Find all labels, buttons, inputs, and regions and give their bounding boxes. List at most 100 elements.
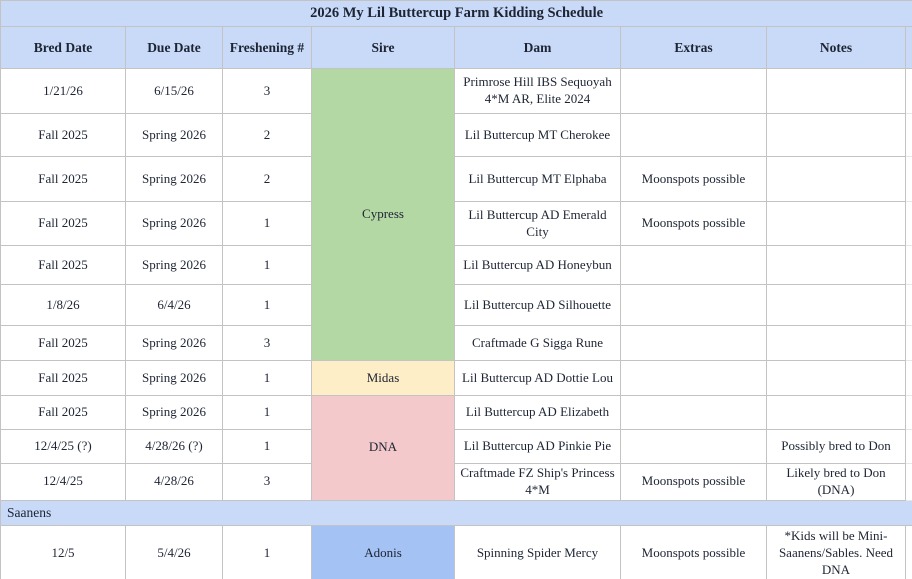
cell-dam: Lil Buttercup MT Elphaba [454, 156, 621, 202]
sliver-cell [904, 201, 912, 246]
cell-bred-date: 12/5 [0, 524, 126, 579]
cell-notes [766, 245, 906, 285]
cell-freshening: 2 [222, 113, 312, 157]
cell-freshening: 1 [222, 284, 312, 326]
cell-bred-date: Fall 2025 [0, 245, 126, 285]
cell-due-date: Spring 2026 [125, 245, 223, 285]
table-row: Fall 2025 Spring 2026 2 Lil Buttercup MT… [0, 113, 912, 157]
cell-freshening: 1 [222, 524, 312, 579]
cell-sire-midas: Midas [311, 360, 455, 396]
cell-dam: Lil Buttercup AD Emerald City [454, 201, 621, 246]
cell-notes [766, 113, 906, 157]
cell-notes [766, 201, 906, 246]
cell-extras: Moonspots possible [620, 156, 767, 202]
sliver-cell [904, 325, 912, 361]
cell-sire-cypress: Cypress [311, 68, 455, 361]
section-header-saanens: Saanens [0, 499, 912, 526]
section-row-saanens: Saanens [0, 499, 912, 526]
cell-freshening: 3 [222, 68, 312, 114]
cell-bred-date: Fall 2025 [0, 325, 126, 361]
table-row: Fall 2025 Spring 2026 1 Lil Buttercup AD… [0, 201, 912, 246]
table-row: Fall 2025 Spring 2026 2 Lil Buttercup MT… [0, 156, 912, 202]
cell-dam: Spinning Spider Mercy [454, 524, 621, 579]
cell-due-date: 4/28/26 [125, 463, 223, 501]
sliver-cell [904, 68, 912, 114]
cell-due-date: Spring 2026 [125, 360, 223, 396]
cell-bred-date: 12/4/25 (?) [0, 429, 126, 464]
cell-bred-date: Fall 2025 [0, 360, 126, 396]
table-row: 1/8/26 6/4/26 1 Lil Buttercup AD Silhoue… [0, 284, 912, 326]
column-header-extras: Extras [620, 26, 767, 69]
cell-freshening: 1 [222, 360, 312, 396]
cell-due-date: Spring 2026 [125, 201, 223, 246]
cell-notes: Possibly bred to Don [766, 429, 906, 464]
cell-bred-date: 1/8/26 [0, 284, 126, 326]
cell-extras [620, 113, 767, 157]
cell-due-date: Spring 2026 [125, 156, 223, 202]
cell-extras [620, 360, 767, 396]
cell-bred-date: Fall 2025 [0, 201, 126, 246]
cell-due-date: 5/4/26 [125, 524, 223, 579]
table-row: Fall 2025 Spring 2026 1 Midas Lil Butter… [0, 360, 912, 396]
table-row: Fall 2025 Spring 2026 1 DNA Lil Buttercu… [0, 395, 912, 501]
cell-dam: Lil Buttercup AD Elizabeth [454, 395, 621, 430]
header-row: Bred Date Due Date Freshening # Sire Dam… [0, 26, 912, 69]
cell-due-date: 6/15/26 [125, 68, 223, 114]
cell-freshening: 3 [222, 325, 312, 361]
cell-due-date: 4/28/26 (?) [125, 429, 223, 464]
cell-dam: Craftmade FZ Ship's Princess 4*M [454, 463, 621, 501]
cell-dam: Lil Buttercup AD Silhouette [454, 284, 621, 326]
cell-dam: Lil Buttercup AD Honeybun [454, 245, 621, 285]
cell-extras [620, 245, 767, 285]
cell-dam: Lil Buttercup AD Dottie Lou [454, 360, 621, 396]
cell-due-date: Spring 2026 [125, 395, 223, 430]
sliver-cell [904, 156, 912, 202]
cell-extras [620, 68, 767, 114]
cell-bred-date: 1/21/26 [0, 68, 126, 114]
cell-bred-date: Fall 2025 [0, 113, 126, 157]
cell-notes [766, 156, 906, 202]
cell-extras: Moonspots possible [620, 463, 767, 501]
column-header-freshening: Freshening # [222, 26, 312, 69]
column-header-bred-date: Bred Date [0, 26, 126, 69]
sliver-cell [904, 524, 912, 579]
cell-bred-date: Fall 2025 [0, 156, 126, 202]
cell-extras [620, 325, 767, 361]
header-sliver [904, 26, 912, 69]
cell-dam: Primrose Hill IBS Sequoyah 4*M AR, Elite… [454, 68, 621, 114]
title-row: 2026 My Lil Buttercup Farm Kidding Sched… [0, 0, 912, 27]
cell-due-date: Spring 2026 [125, 325, 223, 361]
table-row: 12/4/25 4/28/26 3 Craftmade FZ Ship's Pr… [0, 463, 912, 501]
sliver-cell [904, 429, 912, 464]
cell-notes [766, 325, 906, 361]
sheet-title: 2026 My Lil Buttercup Farm Kidding Sched… [0, 0, 912, 27]
cell-extras [620, 284, 767, 326]
table-row: Fall 2025 Spring 2026 3 Craftmade G Sigg… [0, 325, 912, 361]
cell-bred-date: 12/4/25 [0, 463, 126, 501]
cell-extras [620, 395, 767, 430]
sliver-cell [904, 463, 912, 501]
cell-notes [766, 395, 906, 430]
cell-freshening: 1 [222, 395, 312, 430]
column-header-due-date: Due Date [125, 26, 223, 69]
cell-dam: Lil Buttercup MT Cherokee [454, 113, 621, 157]
cell-sire-adonis: Adonis [311, 524, 455, 579]
cell-due-date: Spring 2026 [125, 113, 223, 157]
sliver-cell [904, 360, 912, 396]
sliver-cell [904, 245, 912, 285]
cell-notes: *Kids will be Mini-Saanens/Sables. Need … [766, 524, 906, 579]
cell-dam: Craftmade G Sigga Rune [454, 325, 621, 361]
cell-notes [766, 68, 906, 114]
cell-dam: Lil Buttercup AD Pinkie Pie [454, 429, 621, 464]
cell-freshening: 1 [222, 201, 312, 246]
cell-freshening: 2 [222, 156, 312, 202]
column-header-sire: Sire [311, 26, 455, 69]
cell-freshening: 3 [222, 463, 312, 501]
cell-sire-dna: DNA [311, 395, 455, 501]
cell-notes [766, 284, 906, 326]
cell-extras: Moonspots possible [620, 524, 767, 579]
cell-freshening: 1 [222, 245, 312, 285]
sliver-cell [904, 113, 912, 157]
